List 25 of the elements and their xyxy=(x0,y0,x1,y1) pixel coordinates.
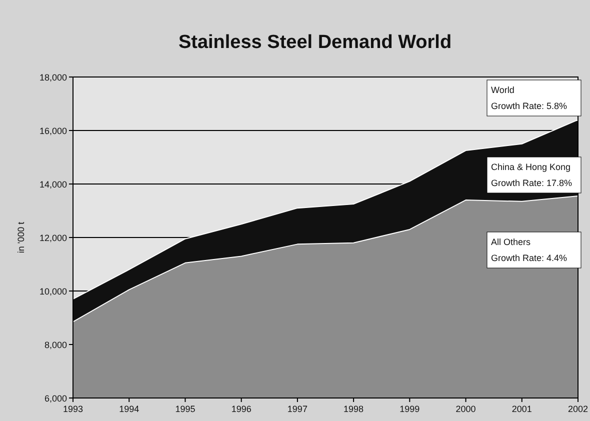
y-tick-label: 16,000 xyxy=(39,126,67,136)
x-tick-label: 1997 xyxy=(287,404,308,414)
y-tick-label: 12,000 xyxy=(39,233,67,243)
x-tick-label: 1999 xyxy=(400,404,420,414)
x-tick-label: 2000 xyxy=(456,404,476,414)
y-tick-label: 8,000 xyxy=(44,340,67,350)
x-tick-label: 2001 xyxy=(512,404,532,414)
y-axis-title: in '000 t xyxy=(16,221,26,254)
annotation: Growth Rate: 5.8% xyxy=(491,101,568,111)
y-tick-label: 18,000 xyxy=(39,72,67,82)
x-tick-label: 1993 xyxy=(62,404,84,414)
x-tick-label: 1996 xyxy=(231,404,252,414)
annotation: Growth Rate: 17.8% xyxy=(491,178,572,188)
annotation: Growth Rate: 4.4% xyxy=(491,253,568,263)
x-tick-label: 1995 xyxy=(175,404,196,414)
series-label: All Others xyxy=(491,237,532,247)
x-tick-label: 2002 xyxy=(568,404,588,414)
annotation: China & Hong Kong xyxy=(491,162,571,172)
y-tick-label: 10,000 xyxy=(39,286,67,296)
y-tick-label: 6,000 xyxy=(44,394,67,404)
x-tick-label: 1994 xyxy=(119,404,140,414)
y-tick-label: 14,000 xyxy=(39,180,67,190)
x-tick-label: 1998 xyxy=(344,404,364,414)
annotation: World xyxy=(491,85,514,95)
chart-title: Stainless Steel Demand World xyxy=(178,32,452,53)
